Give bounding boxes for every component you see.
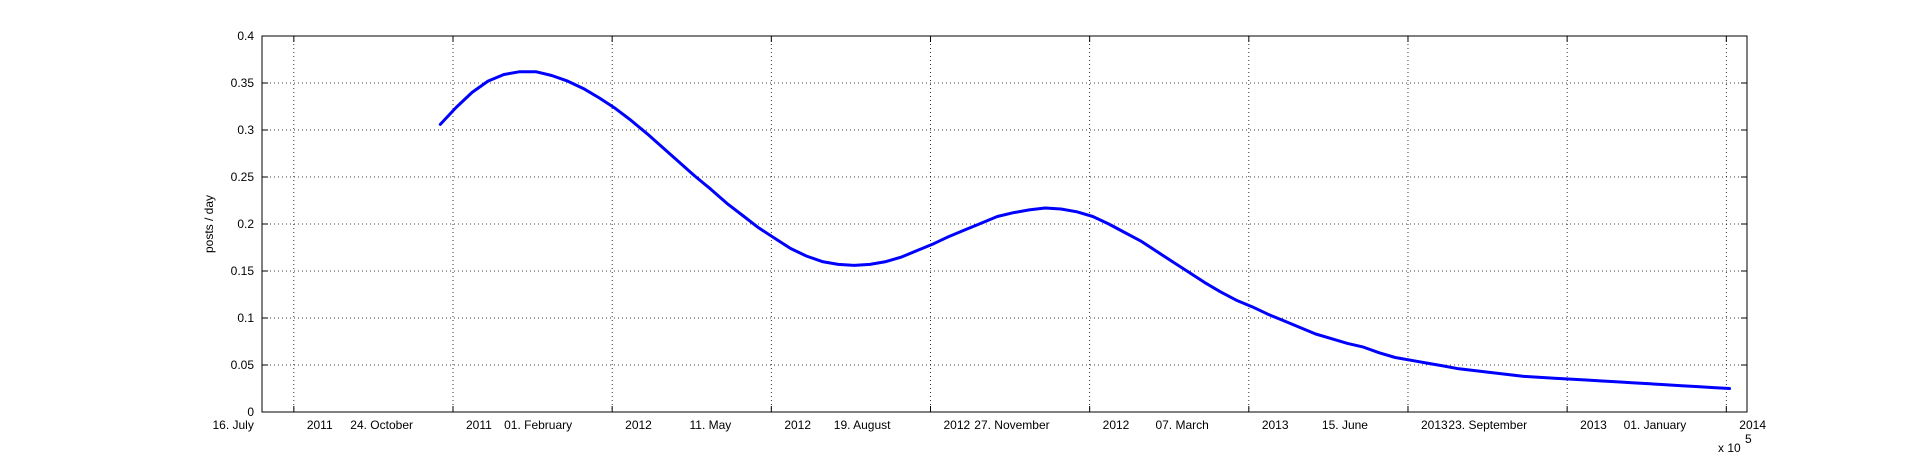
x-tick-label-year: 2011 [307,418,333,432]
x-tick-label-year: 2012 [625,418,652,432]
x-tick-label-day-month: 16. July [212,418,253,432]
x-tick-label-day-month: 27. November [974,418,1049,432]
x-tick-label-year: 2011 [466,418,492,432]
y-tick-label: 0.3 [237,123,254,137]
y-tick-label: 0.4 [237,29,254,43]
y-tick-labels: 0 0.05 0.1 0.15 0.2 0.25 0.3 0.35 0.4 [231,29,255,419]
x-tick-label-day-month: 01. February [504,418,572,432]
y-axis-label: posts / day [202,195,216,253]
axis-ticks [262,35,1747,413]
y-tick-label: 0.05 [231,358,255,372]
y-tick-label: 0 [247,405,254,419]
x-tick-label-day-month: 24. October [350,418,413,432]
x-tick-labels: 16. July 2011 24. October 2011 01. February 2… [212,418,1766,432]
y-tick-label: 0.2 [237,217,254,231]
x-tick-label-year: 2013 [1421,418,1448,432]
x-tick-label-year: 2012 [1103,418,1130,432]
y-tick-label: 0.25 [231,170,255,184]
plot-area [262,36,1747,412]
x-tick-label-day-month: 11. May [690,418,732,432]
x-tick-label-day-month: 23. September [1448,418,1527,432]
x-tick-label-year: 2012 [943,418,970,432]
x-axis-exponent-power: 5 [1745,432,1752,446]
x-tick-label-year: 2013 [1580,418,1607,432]
x-tick-label-year: 2012 [784,418,811,432]
x-tick-label-year: 2014 [1739,418,1766,432]
x-tick-label-year: 2013 [1262,418,1289,432]
x-tick-label-day-month: 01. January [1624,418,1687,432]
x-tick-label-day-month: 15. June [1322,418,1368,432]
grid-lines [262,35,1747,413]
x-tick-label-day-month: 19. August [834,418,891,432]
x-axis-exponent-label: x 10 [1718,441,1741,455]
y-tick-label: 0.35 [231,76,255,90]
series-line [438,70,1731,390]
x-tick-label-day-month: 07. March [1155,418,1208,432]
y-tick-label: 0.1 [237,311,254,325]
y-tick-label: 0.15 [231,264,255,278]
